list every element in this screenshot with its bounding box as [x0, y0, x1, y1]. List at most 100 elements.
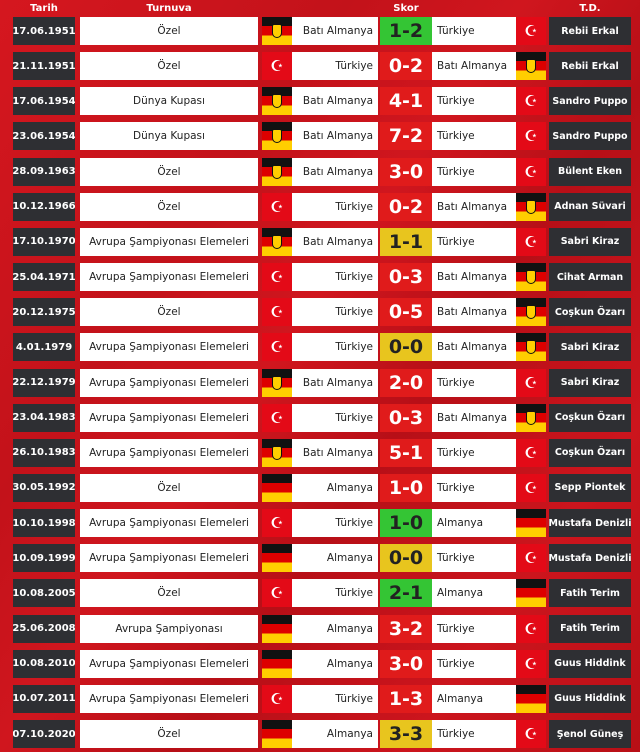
match-date: 4.01.1979 — [13, 333, 75, 362]
away-team: Almanya — [432, 684, 516, 713]
home-team: Batı Almanya — [292, 368, 378, 397]
west-germany-flag-icon — [262, 17, 292, 45]
table-row: 17.06.1951 Özel Batı Almanya 1-2 Türkiye… — [13, 17, 631, 45]
match-date: 28.09.1963 — [13, 157, 75, 186]
away-team: Türkiye — [432, 227, 516, 256]
germany-flag-icon — [262, 614, 292, 643]
score: 2-0 — [380, 368, 432, 397]
score: 0-3 — [380, 403, 432, 432]
table-row: 10.08.2010 Avrupa Şampiyonası Elemeleri … — [13, 649, 631, 678]
score: 0-2 — [380, 52, 432, 81]
west-germany-flag-icon — [262, 438, 292, 467]
away-team: Türkiye — [432, 87, 516, 116]
match-date: 10.10.1998 — [13, 509, 75, 538]
turkey-flag-icon: ☪ — [516, 122, 546, 151]
tournament: Dünya Kupası — [80, 122, 258, 151]
west-germany-flag-icon — [516, 52, 546, 81]
tournament: Özel — [80, 52, 258, 81]
table-row: 22.12.1979 Avrupa Şampiyonası Elemeleri … — [13, 368, 631, 397]
match-date: 21.11.1951 — [13, 52, 75, 81]
turkey-flag-icon: ☪ — [516, 87, 546, 116]
germany-flag-icon — [516, 579, 546, 608]
coach: Sabri Kiraz — [549, 333, 631, 362]
home-team: Türkiye — [292, 192, 378, 221]
match-date: 23.06.1954 — [13, 122, 75, 151]
coach: Bülent Eken — [549, 157, 631, 186]
turkey-flag-icon: ☪ — [262, 579, 292, 608]
turkey-flag-icon: ☪ — [516, 720, 546, 748]
score: 1-1 — [380, 227, 432, 256]
coach: Sepp Piontek — [549, 473, 631, 502]
home-team: Batı Almanya — [292, 157, 378, 186]
away-team: Türkiye — [432, 157, 516, 186]
away-team: Türkiye — [432, 17, 516, 45]
home-team: Almanya — [292, 649, 378, 678]
germany-flag-icon — [516, 684, 546, 713]
score: 0-3 — [380, 263, 432, 292]
turkey-flag-icon: ☪ — [516, 368, 546, 397]
coach: Cihat Arman — [549, 263, 631, 292]
score: 5-1 — [380, 438, 432, 467]
coach: Coşkun Özarı — [549, 298, 631, 327]
turkey-flag-icon: ☪ — [516, 438, 546, 467]
home-team: Batı Almanya — [292, 122, 378, 151]
west-germany-flag-icon — [262, 87, 292, 116]
turkey-flag-icon: ☪ — [262, 192, 292, 221]
west-germany-flag-icon — [516, 403, 546, 432]
away-team: Almanya — [432, 579, 516, 608]
turkey-flag-icon: ☪ — [262, 333, 292, 362]
match-date: 23.04.1983 — [13, 403, 75, 432]
home-team: Almanya — [292, 473, 378, 502]
match-date: 20.12.1975 — [13, 298, 75, 327]
table-row: 07.10.2020 Özel Almanya 3-3 Türkiye ☪ Şe… — [13, 720, 631, 748]
table-row: 10.09.1999 Avrupa Şampiyonası Elemeleri … — [13, 544, 631, 573]
table-row: 30.05.1992 Özel Almanya 1-0 Türkiye ☪ Se… — [13, 473, 631, 502]
away-team: Batı Almanya — [432, 192, 516, 221]
home-team: Türkiye — [292, 263, 378, 292]
west-germany-flag-icon — [262, 227, 292, 256]
west-germany-flag-icon — [262, 157, 292, 186]
home-team: Türkiye — [292, 579, 378, 608]
west-germany-flag-icon — [516, 192, 546, 221]
tournament: Avrupa Şampiyonası Elemeleri — [80, 544, 258, 573]
header-tournament: Turnuva — [146, 3, 192, 14]
match-date: 22.12.1979 — [13, 368, 75, 397]
away-team: Türkiye — [432, 438, 516, 467]
table-row: 20.12.1975 Özel ☪ Türkiye 0-5 Batı Alman… — [13, 298, 631, 327]
away-team: Türkiye — [432, 649, 516, 678]
away-team: Batı Almanya — [432, 298, 516, 327]
table-row: 10.08.2005 Özel ☪ Türkiye 2-1 Almanya Fa… — [13, 579, 631, 608]
away-team: Türkiye — [432, 473, 516, 502]
west-germany-flag-icon — [516, 298, 546, 327]
turkey-flag-icon: ☪ — [516, 157, 546, 186]
turkey-flag-icon: ☪ — [516, 614, 546, 643]
turkey-flag-icon: ☪ — [262, 263, 292, 292]
away-team: Almanya — [432, 509, 516, 538]
score: 7-2 — [380, 122, 432, 151]
coach: Fatih Terim — [549, 579, 631, 608]
west-germany-flag-icon — [516, 263, 546, 292]
coach: Sabri Kiraz — [549, 227, 631, 256]
tournament: Avrupa Şampiyonası Elemeleri — [80, 649, 258, 678]
turkey-flag-icon: ☪ — [516, 649, 546, 678]
tournament: Avrupa Şampiyonası Elemeleri — [80, 227, 258, 256]
coach: Sandro Puppo — [549, 87, 631, 116]
table-row: 10.12.1966 Özel ☪ Türkiye 0-2 Batı Alman… — [13, 192, 631, 221]
turkey-flag-icon: ☪ — [262, 52, 292, 81]
tournament: Özel — [80, 192, 258, 221]
away-team: Batı Almanya — [432, 403, 516, 432]
score: 0-0 — [380, 544, 432, 573]
home-team: Türkiye — [292, 52, 378, 81]
coach: Mustafa Denizli — [549, 509, 631, 538]
west-germany-flag-icon — [516, 333, 546, 362]
germany-flag-icon — [262, 473, 292, 502]
coach: Mustafa Denizli — [549, 544, 631, 573]
table-row: 26.10.1983 Avrupa Şampiyonası Elemeleri … — [13, 438, 631, 467]
tournament: Avrupa Şampiyonası Elemeleri — [80, 333, 258, 362]
away-team: Türkiye — [432, 720, 516, 748]
coach: Rebii Erkal — [549, 17, 631, 45]
away-team: Türkiye — [432, 544, 516, 573]
header-coach: T.D. — [579, 3, 601, 14]
match-date: 17.06.1954 — [13, 87, 75, 116]
home-team: Batı Almanya — [292, 438, 378, 467]
